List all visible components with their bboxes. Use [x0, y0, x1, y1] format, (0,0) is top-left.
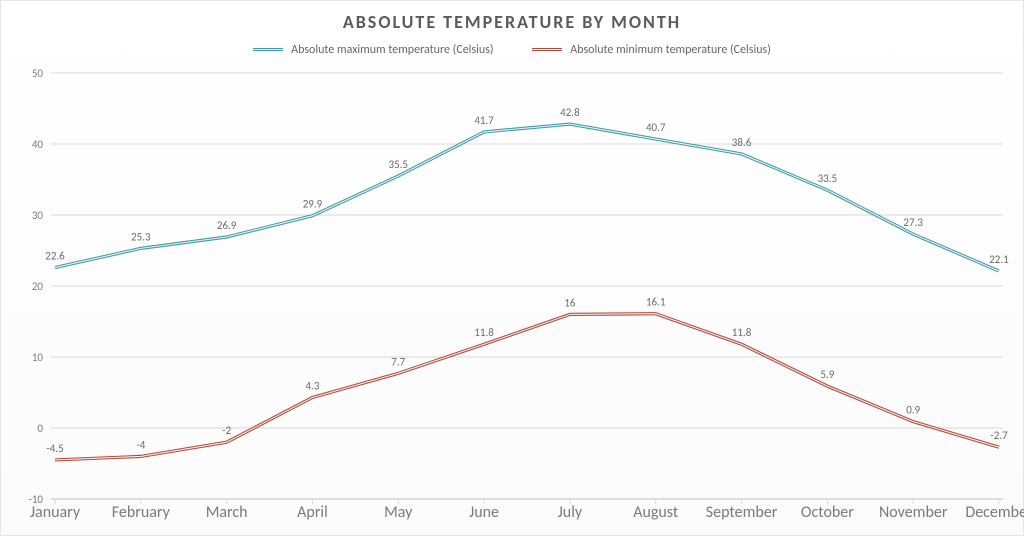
- svg-text:11.8: 11.8: [474, 326, 494, 339]
- svg-text:February: February: [112, 503, 171, 522]
- svg-text:October: October: [801, 503, 854, 522]
- svg-text:40: 40: [32, 138, 44, 151]
- svg-text:May: May: [384, 503, 413, 522]
- svg-text:20: 20: [32, 280, 44, 293]
- chart-svg: -1001020304050JanuaryFebruaryMarchAprilM…: [51, 73, 1003, 499]
- svg-text:33.5: 33.5: [818, 172, 838, 185]
- chart-title: ABSOLUTE TEMPERATURE BY MONTH: [1, 11, 1023, 33]
- svg-text:November: November: [879, 503, 948, 522]
- svg-text:January: January: [30, 503, 81, 522]
- legend-label-max: Absolute maximum temperature (Celsius): [291, 43, 493, 57]
- svg-text:50: 50: [32, 67, 44, 80]
- legend-label-min: Absolute minimum temperature (Celsius): [570, 43, 771, 57]
- svg-text:April: April: [297, 503, 328, 522]
- svg-text:-2.7: -2.7: [990, 429, 1008, 442]
- svg-text:25.3: 25.3: [131, 230, 151, 243]
- chart-legend: Absolute maximum temperature (Celsius) A…: [1, 41, 1023, 57]
- svg-text:0.9: 0.9: [906, 404, 920, 417]
- svg-text:10: 10: [32, 351, 44, 364]
- svg-text:-4: -4: [136, 438, 145, 451]
- svg-text:42.8: 42.8: [560, 106, 580, 119]
- svg-text:4.3: 4.3: [305, 379, 319, 392]
- svg-text:35.5: 35.5: [389, 158, 409, 171]
- svg-text:August: August: [633, 503, 679, 522]
- plot-area: -1001020304050JanuaryFebruaryMarchAprilM…: [51, 73, 1003, 499]
- svg-text:29.9: 29.9: [303, 198, 323, 211]
- legend-item-max: Absolute maximum temperature (Celsius): [253, 43, 493, 57]
- svg-text:38.6: 38.6: [732, 136, 752, 149]
- svg-text:December: December: [965, 503, 1024, 522]
- svg-text:41.7: 41.7: [474, 114, 494, 127]
- svg-text:7.7: 7.7: [391, 355, 405, 368]
- svg-text:March: March: [206, 503, 248, 522]
- temperature-chart: ABSOLUTE TEMPERATURE BY MONTH Absolute m…: [0, 0, 1024, 536]
- svg-text:16: 16: [564, 296, 576, 309]
- legend-swatch-max: [253, 48, 283, 51]
- svg-text:40.7: 40.7: [646, 121, 666, 134]
- svg-text:27.3: 27.3: [903, 216, 923, 229]
- svg-text:-2: -2: [222, 424, 231, 437]
- svg-text:16.1: 16.1: [646, 296, 666, 309]
- svg-text:5.9: 5.9: [820, 368, 834, 381]
- svg-text:July: July: [558, 503, 583, 522]
- legend-swatch-min: [532, 48, 562, 51]
- legend-item-min: Absolute minimum temperature (Celsius): [532, 43, 771, 57]
- svg-text:0: 0: [37, 422, 43, 435]
- svg-text:26.9: 26.9: [217, 219, 237, 232]
- svg-text:30: 30: [32, 209, 44, 222]
- svg-text:-4.5: -4.5: [46, 442, 63, 455]
- svg-text:22.6: 22.6: [45, 250, 65, 263]
- svg-text:June: June: [469, 503, 499, 522]
- svg-text:September: September: [706, 503, 778, 522]
- svg-text:11.8: 11.8: [732, 326, 752, 339]
- svg-text:22.1: 22.1: [989, 253, 1009, 266]
